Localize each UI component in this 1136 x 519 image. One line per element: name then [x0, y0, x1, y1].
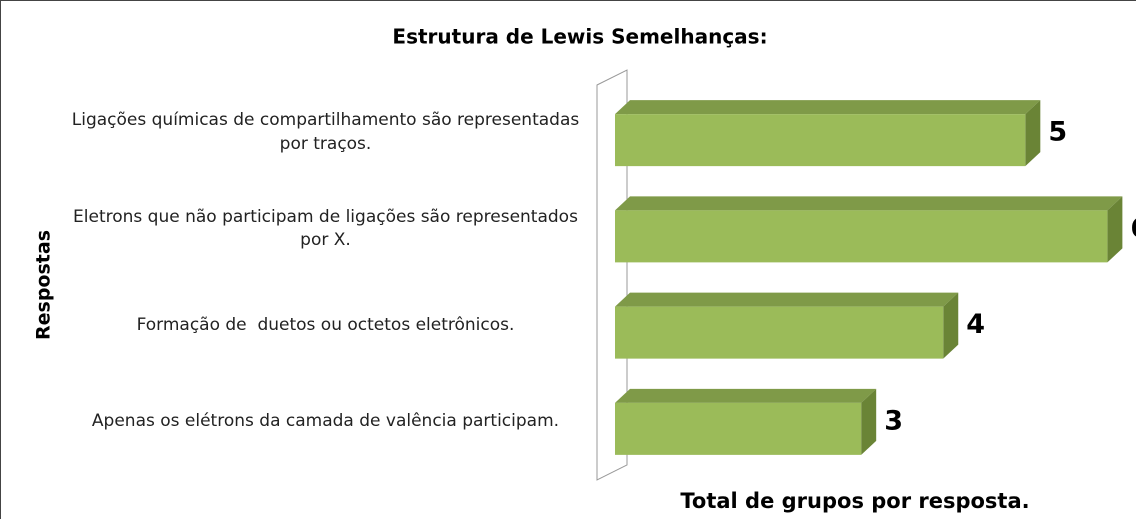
y-tick-label: Formação de duetos ou octetos eletrônico…: [136, 314, 515, 335]
bar-top: [615, 388, 877, 403]
y-tick-label: Apenas os elétrons da camada de valência…: [91, 410, 560, 431]
chart-title: Estrutura de Lewis Semelhanças:: [392, 25, 767, 49]
bar: [615, 210, 1108, 263]
bar-side: [1107, 196, 1123, 263]
data-label: 6: [1130, 213, 1136, 244]
data-label: 3: [884, 405, 903, 436]
data-label: 4: [966, 309, 985, 340]
bar: [615, 306, 944, 359]
data-label: 5: [1048, 117, 1067, 148]
bar-side: [861, 388, 877, 455]
bar: [615, 114, 1026, 167]
x-axis-label: Total de grupos por resposta.: [680, 489, 1029, 513]
y-axis-label: Respostas: [33, 230, 55, 340]
bar-side: [1025, 100, 1041, 167]
bar: [615, 402, 862, 455]
back-wall: [596, 69, 628, 481]
bar-side: [943, 292, 959, 359]
y-tick-label: Ligações químicas de compartilhamento sã…: [71, 110, 585, 155]
bar-top: [615, 196, 1123, 211]
y-tick-label: Eletrons que não participam de ligações …: [73, 206, 584, 251]
bar-top: [615, 100, 1041, 115]
bar-top: [615, 292, 959, 307]
